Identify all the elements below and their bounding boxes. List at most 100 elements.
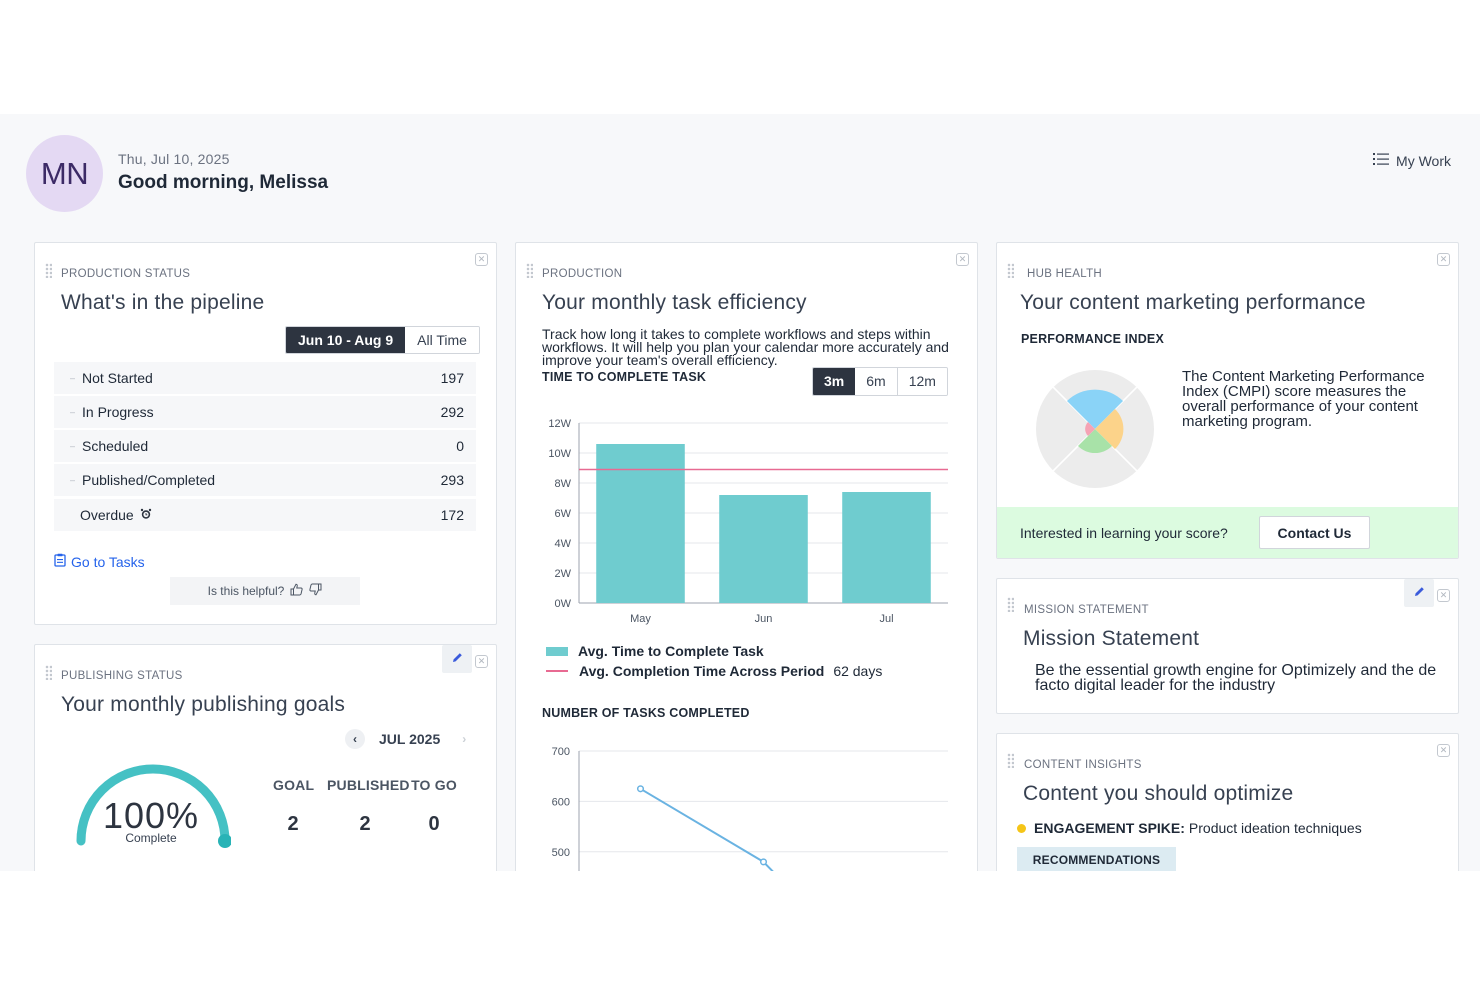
close-icon[interactable]: ✕ [1437,744,1450,757]
y-tick-label: 8W [555,478,572,490]
thumbs-up-icon[interactable] [290,583,304,599]
period-option-12m[interactable]: 12m [897,368,947,395]
status-count: 293 [440,472,464,488]
feedback-bar: Is this helpful? [170,577,360,605]
card-title: Your monthly task efficiency [542,291,807,314]
y-tick-label: 500 [552,847,570,859]
stat-value: 0 [428,813,440,835]
status-row-overdue[interactable]: Overdue 172 [54,499,476,531]
y-tick-label: 0W [555,598,572,610]
card-eyebrow: PRODUCTION STATUS [61,268,191,280]
chevron-right-icon[interactable]: › [462,732,467,746]
status-label: Scheduled [82,438,149,454]
card-title: Content you should optimize [1023,782,1294,805]
card-eyebrow: PRODUCTION [542,268,623,280]
tasks-completed-chart: 300400500600700 [552,746,948,871]
greeting: Good morning, Melissa [118,172,329,193]
close-icon[interactable]: ✕ [475,253,488,266]
drag-handle-icon[interactable] [1007,753,1014,768]
card-eyebrow: MISSION STATEMENT [1024,604,1149,616]
card-title: Mission Statement [1023,627,1200,650]
contact-us-button[interactable]: Contact Us [1259,516,1370,549]
gauge-end-dot [218,834,232,848]
legend-bar-series: Avg. Time to Complete Task [546,643,764,659]
y-tick-label: 6W [555,508,572,520]
avatar[interactable]: MN [26,135,103,212]
stat-to-go: TO GO 0 [411,777,457,836]
drag-handle-icon[interactable] [1007,597,1014,612]
learn-score-banner: Interested in learning your score? Conta… [997,507,1458,558]
time-to-complete-heading: TIME TO COMPLETE TASK [542,370,707,384]
status-row-scheduled[interactable]: – Scheduled 0 [54,430,476,462]
mission-statement-card: ✕ MISSION STATEMENT Mission Statement Be… [996,578,1459,714]
legend-label: Avg. Time to Complete Task [578,643,764,659]
list-icon [1373,152,1390,169]
close-icon[interactable]: ✕ [956,253,969,266]
period-option-3m[interactable]: 3m [813,368,856,395]
drag-handle-icon[interactable] [526,263,533,278]
card-eyebrow: HUB HEALTH [1027,268,1102,280]
banner-text: Interested in learning your score? [1020,525,1228,541]
close-icon[interactable]: ✕ [1437,589,1450,602]
card-title: What's in the pipeline [61,291,265,314]
legend-reference-line: Avg. Completion Time Across Period 62 da… [546,663,882,679]
hub-health-card: ✕ HUB HEALTH Your content marketing perf… [996,242,1459,559]
drag-handle-icon[interactable] [45,263,52,278]
helpful-prompt: Is this helpful? [207,584,285,598]
status-count: 197 [440,370,464,386]
alarm-clock-icon [140,507,152,523]
card-description: Track how long it takes to complete work… [542,326,949,368]
status-label: Not Started [82,370,153,386]
chevron-left-icon[interactable]: ‹ [345,729,365,749]
edit-button[interactable] [442,645,472,673]
status-dot-icon [1017,823,1026,833]
thumbs-down-icon[interactable] [309,583,322,599]
close-icon[interactable]: ✕ [475,655,488,668]
mission-text: Be the essential growth engine for Optim… [1035,662,1437,694]
data-point [636,785,645,793]
legend-swatch [546,646,568,656]
drag-handle-icon[interactable] [1007,263,1014,278]
go-to-tasks-label: Go to Tasks [71,553,145,570]
gauge-progress-arc [76,764,230,846]
status-row-not-started[interactable]: – Not Started 197 [54,362,476,394]
gauge-percent: 100% [102,795,200,836]
y-tick-label: 2W [555,568,572,580]
stat-label: PUBLISHED [327,777,410,793]
go-to-tasks-link[interactable]: Go to Tasks [54,553,145,570]
clipboard-icon [54,553,66,570]
range-option-all-time[interactable]: All Time [405,327,479,353]
status-row-in-progress[interactable]: – In Progress 292 [54,396,476,428]
legend-value: 62 days [833,663,883,679]
stat-label: GOAL [273,777,315,793]
pencil-icon [452,650,463,668]
edit-button[interactable] [1404,579,1434,607]
recommendations-tab[interactable]: RECOMMENDATIONS [1017,847,1176,871]
stat-value: 2 [287,813,299,835]
stat-label: TO GO [411,777,457,793]
engagement-spike-item[interactable]: ENGAGEMENT SPIKE: Product ideation techn… [1017,820,1362,836]
range-option-current[interactable]: Jun 10 - Aug 9 [286,327,406,353]
status-row-published[interactable]: – Published/Completed 293 [54,464,476,496]
period-toggle: 3m 6m 12m [812,367,948,396]
card-title: Your content marketing performance [1020,291,1366,314]
spike-label: ENGAGEMENT SPIKE: [1034,820,1185,836]
drag-handle-icon[interactable] [45,665,52,680]
time-to-complete-chart: 0W 2W 4W 6W 8W 10W 12W May Jun Jul [548,418,948,625]
my-work-button[interactable]: My Work [1373,152,1451,169]
performance-index-heading: PERFORMANCE INDEX [1021,332,1164,346]
bar [842,492,931,603]
x-tick-label: May [630,613,651,625]
goal-gauge: 100% Complete [71,761,232,861]
status-label: In Progress [82,404,154,420]
close-icon[interactable]: ✕ [1437,253,1450,266]
performance-index-description: The Content Marketing Performance Index … [1182,368,1425,430]
my-work-label: My Work [1396,152,1451,169]
card-title: Your monthly publishing goals [61,693,346,716]
dashboard: MN Thu, Jul 10, 2025 Good morning, Melis… [0,114,1480,871]
publishing-status-card: ✕ PUBLISHING STATUS Your monthly publish… [34,644,497,871]
status-count: 172 [440,507,464,523]
spike-text: Product ideation techniques [1188,820,1362,836]
status-label: Overdue [80,507,134,523]
period-option-6m[interactable]: 6m [855,368,898,395]
